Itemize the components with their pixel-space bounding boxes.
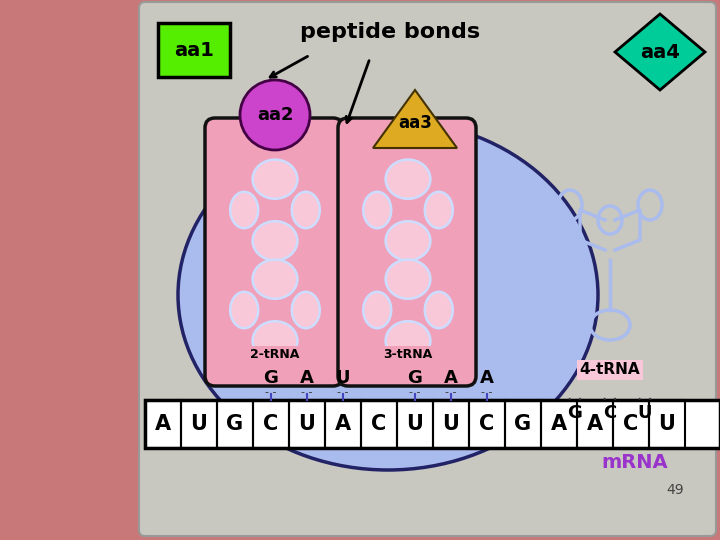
- Ellipse shape: [253, 160, 297, 199]
- Text: - -: - -: [337, 387, 348, 397]
- Bar: [181, 400, 217, 448]
- Bar: [505, 400, 541, 448]
- Text: - -: - -: [409, 387, 420, 397]
- Text: 2-tRNA: 2-tRNA: [251, 348, 300, 361]
- Text: - -: - -: [265, 387, 276, 397]
- Ellipse shape: [230, 292, 258, 328]
- Text: C: C: [603, 404, 616, 422]
- FancyBboxPatch shape: [205, 118, 343, 386]
- Text: U: U: [407, 414, 423, 434]
- Bar: [649, 400, 685, 448]
- Text: C: C: [372, 414, 387, 434]
- Text: G: G: [514, 414, 531, 434]
- Text: A: A: [480, 369, 494, 387]
- Text: A: A: [300, 369, 314, 387]
- Text: - -: - -: [301, 387, 312, 397]
- Text: aa1: aa1: [174, 40, 214, 59]
- Ellipse shape: [425, 192, 453, 228]
- Ellipse shape: [253, 260, 297, 299]
- Ellipse shape: [178, 120, 598, 470]
- Ellipse shape: [240, 80, 310, 150]
- Text: U: U: [336, 369, 350, 387]
- Text: C: C: [480, 414, 495, 434]
- Ellipse shape: [363, 192, 391, 228]
- Text: A: A: [587, 414, 603, 434]
- Text: A: A: [335, 414, 351, 434]
- FancyBboxPatch shape: [338, 118, 476, 386]
- Ellipse shape: [386, 321, 431, 360]
- Bar: [469, 400, 505, 448]
- Text: aa4: aa4: [640, 43, 680, 62]
- Text: A: A: [155, 414, 171, 434]
- Polygon shape: [373, 90, 457, 148]
- Ellipse shape: [386, 160, 431, 199]
- Text: C: C: [624, 414, 639, 434]
- Text: - -: - -: [481, 387, 492, 397]
- Text: U: U: [443, 414, 459, 434]
- Bar: [577, 400, 613, 448]
- Text: 4-tRNA: 4-tRNA: [580, 362, 640, 377]
- Ellipse shape: [230, 192, 258, 228]
- Text: G: G: [567, 404, 582, 422]
- FancyBboxPatch shape: [139, 2, 716, 536]
- Ellipse shape: [386, 221, 431, 260]
- Text: 3-tRNA: 3-tRNA: [383, 348, 433, 361]
- Text: A: A: [551, 414, 567, 434]
- Bar: [541, 400, 577, 448]
- Text: A: A: [444, 369, 458, 387]
- Text: G: G: [264, 369, 279, 387]
- Ellipse shape: [292, 292, 320, 328]
- Ellipse shape: [386, 260, 431, 299]
- Text: 49: 49: [666, 483, 684, 497]
- Bar: [145, 400, 181, 448]
- FancyBboxPatch shape: [158, 23, 230, 77]
- Text: · ·: · ·: [602, 391, 618, 409]
- Ellipse shape: [292, 192, 320, 228]
- Bar: [253, 400, 289, 448]
- Text: · ·: · ·: [637, 391, 653, 409]
- Text: U: U: [638, 404, 652, 422]
- Bar: [325, 400, 361, 448]
- Text: aa2: aa2: [257, 106, 293, 124]
- Polygon shape: [615, 14, 705, 90]
- Ellipse shape: [363, 292, 391, 328]
- Text: U: U: [191, 414, 207, 434]
- Bar: [397, 400, 433, 448]
- Bar: [289, 400, 325, 448]
- Text: G: G: [226, 414, 243, 434]
- Text: U: U: [299, 414, 315, 434]
- Bar: [433, 400, 469, 448]
- Text: mRNA: mRNA: [602, 454, 668, 472]
- Text: C: C: [264, 414, 279, 434]
- Text: · ·: · ·: [567, 391, 583, 409]
- Text: peptide bonds: peptide bonds: [300, 22, 480, 42]
- Bar: [613, 400, 649, 448]
- Ellipse shape: [425, 292, 453, 328]
- Text: aa3: aa3: [398, 114, 432, 132]
- Bar: [217, 400, 253, 448]
- Ellipse shape: [253, 221, 297, 260]
- Bar: [361, 400, 397, 448]
- Bar: [145, 400, 720, 448]
- Text: - -: - -: [445, 387, 456, 397]
- Ellipse shape: [253, 321, 297, 360]
- Text: U: U: [659, 414, 675, 434]
- Text: G: G: [408, 369, 423, 387]
